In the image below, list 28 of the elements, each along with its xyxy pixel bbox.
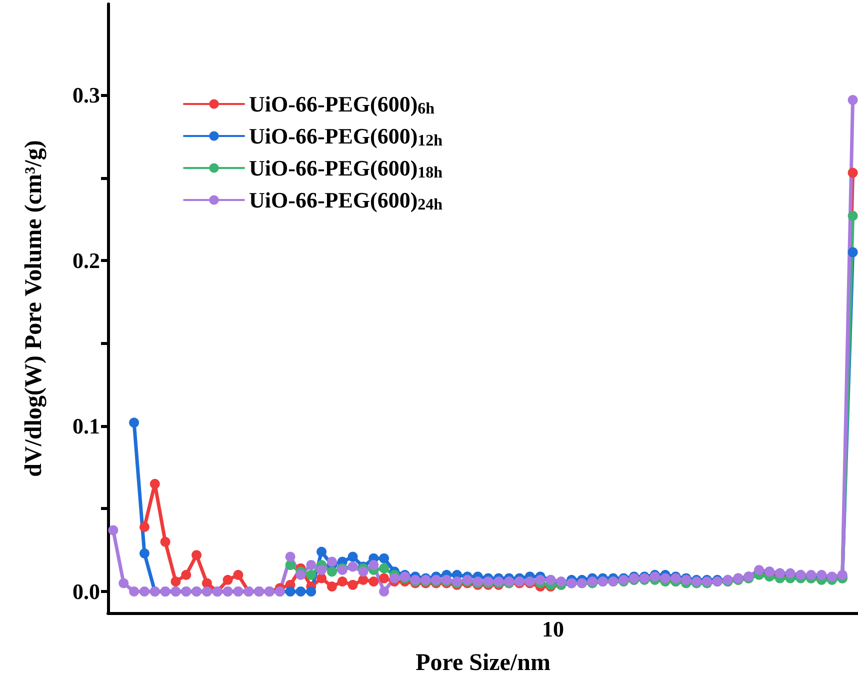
y-tick-label: 0.2: [72, 248, 100, 274]
text: 10: [542, 616, 564, 642]
point: [233, 570, 244, 580]
point: [192, 550, 202, 560]
point: [358, 574, 368, 585]
point: [285, 560, 296, 570]
point: [379, 573, 390, 584]
point: [848, 210, 858, 221]
point: [326, 566, 337, 577]
point: [348, 580, 358, 590]
point: [170, 576, 181, 587]
point: [139, 522, 150, 532]
y-tick-label: 0.3: [72, 82, 100, 108]
x-axis-title: Pore Size/nm: [416, 650, 550, 676]
point: [306, 570, 316, 580]
y-tick-label: 0.0: [72, 578, 100, 604]
point: [150, 478, 160, 489]
y-tick-label: 0.1: [72, 413, 100, 438]
point: [222, 574, 233, 585]
point: [160, 536, 170, 547]
point: [337, 576, 348, 587]
point: [379, 563, 390, 574]
point: [326, 582, 337, 592]
point: [848, 168, 858, 178]
y-axis-title: dV/dlog(W) Pore Volume (cm³/g): [21, 140, 47, 477]
point: [368, 576, 379, 587]
point: [181, 570, 192, 580]
point: [202, 578, 212, 588]
